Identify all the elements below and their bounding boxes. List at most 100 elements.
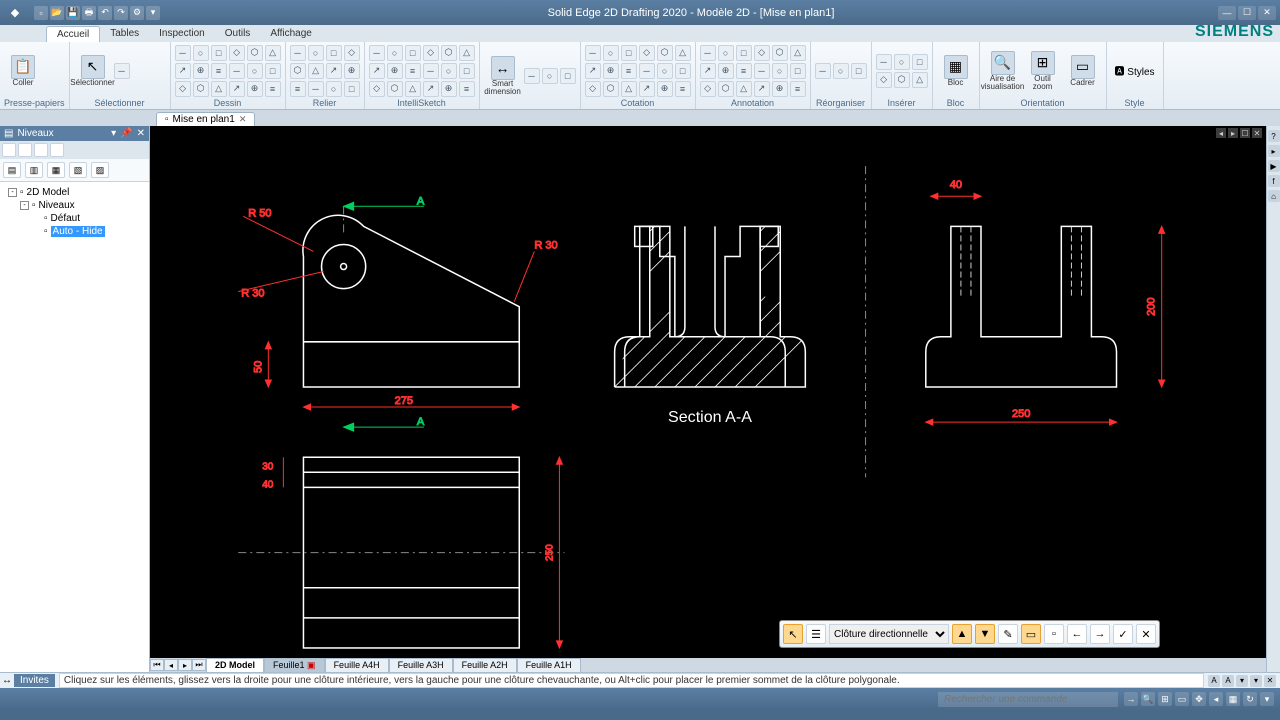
qat-open-icon[interactable]: 📂	[50, 6, 64, 20]
coller-button[interactable]: 📋Coller	[4, 53, 42, 89]
nav-prev-icon[interactable]: ▸	[1228, 128, 1238, 138]
ribbon-small-button[interactable]: ○	[542, 68, 558, 84]
ribbon-small-button[interactable]: ≡	[790, 81, 806, 97]
st-zoom-icon[interactable]: 🔍	[1141, 692, 1155, 706]
qat-undo-icon[interactable]: ↶	[98, 6, 112, 20]
nav-first-icon[interactable]: ◂	[1216, 128, 1226, 138]
sheet-tab[interactable]: Feuille A1H	[517, 658, 581, 672]
panel-close-icon[interactable]: ✕	[137, 128, 145, 139]
ribbon-small-button[interactable]: ⬡	[193, 81, 209, 97]
ribbon-small-button[interactable]: ○	[387, 45, 403, 61]
ribbon-small-button[interactable]: ○	[833, 63, 849, 79]
ribbon-small-button[interactable]: ◇	[229, 45, 245, 61]
ribbon-small-button[interactable]: ⬡	[657, 45, 673, 61]
ribbon-small-button[interactable]: ─	[229, 63, 245, 79]
ribbon-small-button[interactable]: ⬡	[603, 81, 619, 97]
ribbon-small-button[interactable]: ⊕	[344, 63, 360, 79]
tree-item[interactable]: ▫Auto - Hide	[4, 225, 145, 238]
ribbon-small-button[interactable]: ⊕	[441, 81, 457, 97]
outil-zoom-button[interactable]: ⊞Outil zoom	[1024, 49, 1062, 93]
sheet-tab[interactable]: Feuille A2H	[453, 658, 517, 672]
doctab-close-icon[interactable]: ✕	[239, 114, 247, 125]
ribbon-small-button[interactable]: ↗	[700, 63, 716, 79]
ribbon-small-button[interactable]: ─	[308, 81, 324, 97]
ribbon-small-button[interactable]: □	[326, 45, 342, 61]
prompt-i3[interactable]: ▾	[1236, 675, 1248, 687]
ribbon-small-button[interactable]: ≡	[290, 81, 306, 97]
close-button[interactable]: ✕	[1258, 6, 1276, 20]
st-more-icon[interactable]: ▾	[1260, 692, 1274, 706]
ribbon-small-button[interactable]: ⊕	[193, 63, 209, 79]
accept-button[interactable]: ✓	[1113, 624, 1133, 644]
sheet-tab[interactable]: Feuille1 ▣	[264, 658, 325, 672]
ribbon-small-button[interactable]: □	[211, 45, 227, 61]
sheet-tab[interactable]: Feuille A4H	[325, 658, 389, 672]
pt1-btn[interactable]	[34, 143, 48, 157]
tree-item[interactable]: -▫Niveaux	[4, 199, 145, 212]
qat-redo-icon[interactable]: ↷	[114, 6, 128, 20]
ribbon-small-button[interactable]: ◇	[369, 81, 385, 97]
ribbon-small-button[interactable]: ○	[657, 63, 673, 79]
qat-new-icon[interactable]: ▫	[34, 6, 48, 20]
ribbon-tab-tables[interactable]: Tables	[100, 26, 149, 42]
ribbon-small-button[interactable]: ─	[369, 45, 385, 61]
ribbon-small-button[interactable]: ⊕	[247, 81, 263, 97]
edge-home-icon[interactable]: ⌂	[1268, 190, 1280, 202]
ribbon-small-button[interactable]: ─	[815, 63, 831, 79]
ribbon-small-button[interactable]: ↗	[585, 63, 601, 79]
st-prev-icon[interactable]: ◂	[1209, 692, 1223, 706]
fence-mode-select[interactable]: Clôture directionnelle	[829, 624, 949, 644]
ribbon-small-button[interactable]: ↗	[175, 63, 191, 79]
ribbon-small-button[interactable]: ↗	[754, 81, 770, 97]
ribbon-small-button[interactable]: △	[675, 45, 691, 61]
pt2-btn[interactable]: ▧	[69, 162, 87, 178]
ribbon-small-button[interactable]: ⬡	[894, 72, 910, 88]
pt1-btn[interactable]	[2, 143, 16, 157]
drawing-canvas[interactable]: ◂ ▸ ☐ ✕ 275 50	[150, 126, 1280, 672]
ribbon-small-button[interactable]: □	[675, 63, 691, 79]
ribbon-small-button[interactable]: ○	[718, 45, 734, 61]
prompt-i5[interactable]: ✕	[1264, 675, 1276, 687]
ribbon-small-button[interactable]: ◇	[876, 72, 892, 88]
maximize-button[interactable]: ☐	[1238, 6, 1256, 20]
ribbon-small-button[interactable]: ─	[423, 63, 439, 79]
bottom-button[interactable]: ▼	[975, 624, 995, 644]
pt2-btn[interactable]: ▥	[25, 162, 43, 178]
st-fit-icon[interactable]: ⊞	[1158, 692, 1172, 706]
smart-dimension-button[interactable]: ↔Smart dimension	[484, 54, 522, 98]
ribbon-small-button[interactable]: ⊕	[603, 63, 619, 79]
ribbon-small-button[interactable]: ≡	[675, 81, 691, 97]
ribbon-small-button[interactable]: ○	[772, 63, 788, 79]
pt1-btn[interactable]	[18, 143, 32, 157]
left-button[interactable]: ←	[1067, 624, 1087, 644]
ribbon-small-button[interactable]: ↗	[229, 81, 245, 97]
st-refresh-icon[interactable]: ↻	[1243, 692, 1257, 706]
ribbon-small-button[interactable]: ⊕	[657, 81, 673, 97]
edge-help-icon[interactable]: ?	[1268, 130, 1280, 142]
ribbon-small-button[interactable]: ◇	[344, 45, 360, 61]
ribbon-small-button[interactable]: ↗	[639, 81, 655, 97]
ribbon-small-button[interactable]: △	[308, 63, 324, 79]
edge-fb-icon[interactable]: f	[1268, 175, 1280, 187]
ribbon-small-button[interactable]: ⬡	[441, 45, 457, 61]
tree-item[interactable]: ▫Défaut	[4, 212, 145, 225]
sheet-next-icon[interactable]: ▸	[178, 659, 192, 671]
ribbon-small-button[interactable]: ≡	[265, 81, 281, 97]
cadrer-button[interactable]: ▭Cadrer	[1064, 53, 1102, 89]
ribbon-small-button[interactable]: ≡	[405, 63, 421, 79]
sheet-first-icon[interactable]: ⏮	[150, 659, 164, 671]
ribbon-small-button[interactable]: ◇	[423, 45, 439, 61]
ribbon-small-button[interactable]: □	[851, 63, 867, 79]
ribbon-small-button[interactable]: △	[912, 72, 928, 88]
ribbon-small-button[interactable]: △	[736, 81, 752, 97]
st-views-icon[interactable]: ▦	[1226, 692, 1240, 706]
ribbon-small-button[interactable]: △	[265, 45, 281, 61]
options-button[interactable]: ☰	[806, 624, 826, 644]
ribbon-small-button[interactable]: ─	[876, 54, 892, 70]
aire-de-visualisation-button[interactable]: 🔍Aire de visualisation	[984, 49, 1022, 93]
ribbon-small-button[interactable]: □	[912, 54, 928, 70]
cancel-button[interactable]: ✕	[1136, 624, 1156, 644]
command-search[interactable]	[938, 692, 1118, 707]
panel-pin2-icon[interactable]: 📌	[120, 128, 132, 139]
ribbon-small-button[interactable]: □	[405, 45, 421, 61]
